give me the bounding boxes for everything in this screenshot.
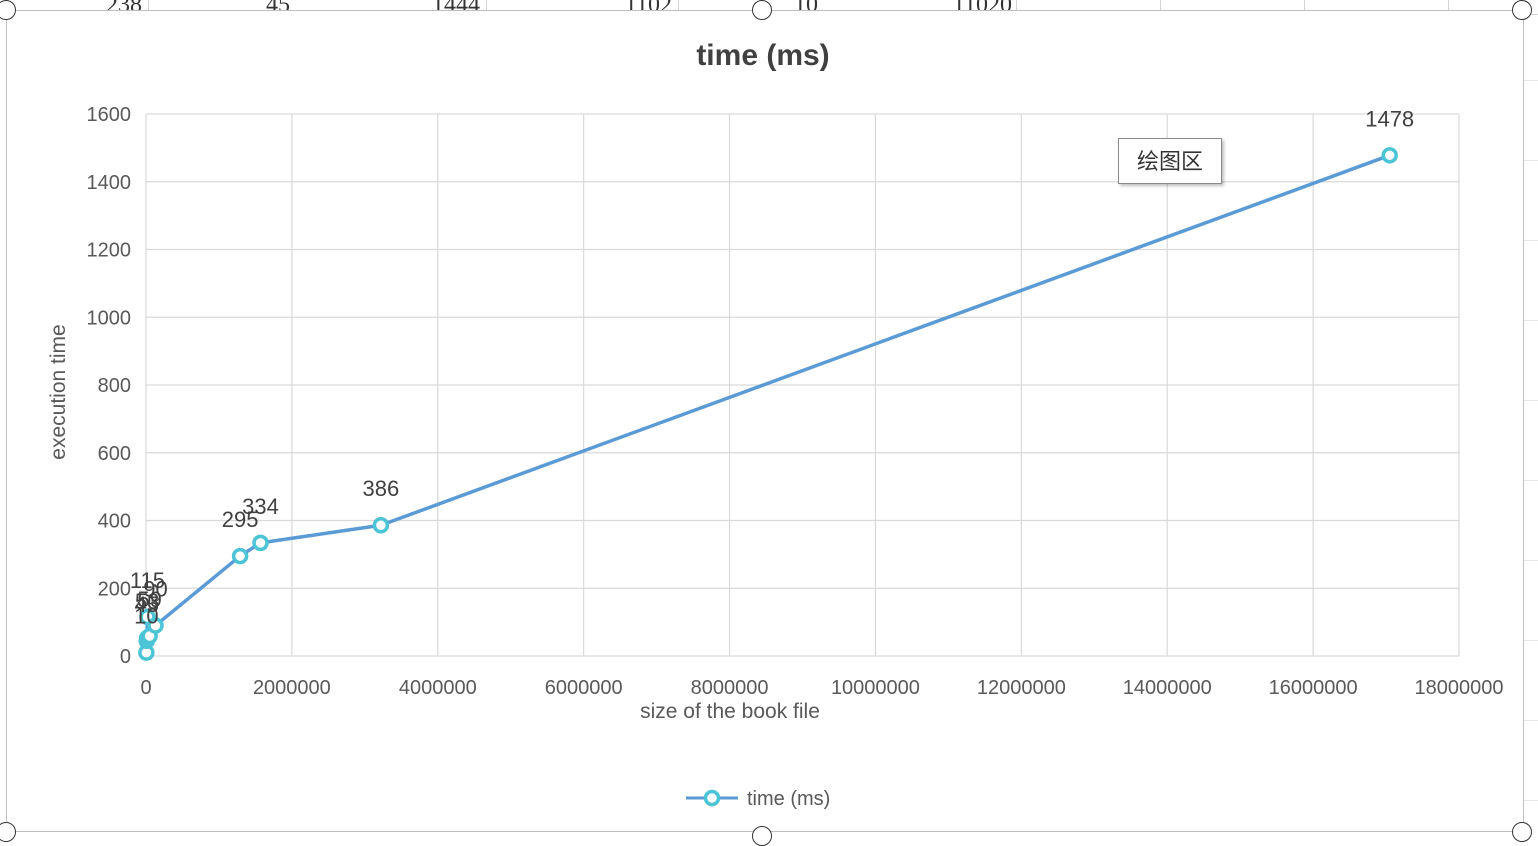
y-tick-label: 1600 bbox=[87, 104, 132, 126]
data-label[interactable]: 10 bbox=[134, 604, 158, 629]
resize-handle-bottom-right[interactable] bbox=[1512, 822, 1532, 842]
x-tick-label: 18000000 bbox=[1415, 677, 1504, 699]
chart-area[interactable] bbox=[6, 10, 1524, 832]
x-axis-title[interactable]: size of the book file bbox=[640, 700, 820, 723]
data-label[interactable]: 1478 bbox=[1365, 106, 1414, 131]
data-label[interactable]: 334 bbox=[242, 494, 279, 519]
data-point[interactable] bbox=[252, 534, 269, 552]
x-tick-label: 10000000 bbox=[831, 677, 920, 699]
data-label[interactable]: 45 bbox=[134, 592, 158, 617]
y-axis-ticks[interactable]: 0 200 400 600 800 1000 1200 1400 1600 bbox=[87, 104, 132, 668]
series-line[interactable] bbox=[144, 153, 1391, 653]
resize-handle-bottom-left[interactable] bbox=[0, 822, 16, 842]
data-point[interactable] bbox=[372, 516, 390, 534]
gridlines bbox=[145, 113, 1460, 657]
resize-handle-top-left[interactable] bbox=[0, 0, 16, 20]
y-tick-label: 1400 bbox=[87, 172, 132, 194]
data-label[interactable]: 53 bbox=[135, 589, 159, 614]
x-tick-label: 14000000 bbox=[1123, 677, 1212, 699]
legend[interactable]: time (ms) bbox=[686, 788, 830, 810]
x-tick-label: 2000000 bbox=[253, 677, 331, 699]
resize-handle-top-right[interactable] bbox=[1512, 0, 1532, 20]
x-tick-label: 16000000 bbox=[1269, 677, 1358, 699]
y-tick-label: 600 bbox=[98, 443, 131, 465]
data-label[interactable]: 386 bbox=[363, 476, 400, 501]
x-tick-label: 12000000 bbox=[977, 677, 1066, 699]
legend-marker bbox=[703, 789, 721, 807]
y-tick-label: 0 bbox=[120, 646, 131, 668]
data-label[interactable]: 295 bbox=[222, 507, 259, 532]
legend-label: time (ms) bbox=[747, 788, 830, 810]
data-point[interactable] bbox=[147, 617, 164, 634]
x-tick-label: 6000000 bbox=[545, 677, 623, 699]
y-tick-label: 1000 bbox=[87, 307, 132, 329]
chart-title[interactable]: time (ms) bbox=[696, 39, 829, 72]
x-tick-label: 4000000 bbox=[399, 677, 477, 699]
y-tick-label: 800 bbox=[98, 375, 131, 397]
y-axis-title[interactable]: execution time bbox=[47, 324, 70, 459]
data-label[interactable]: 59 bbox=[137, 587, 161, 612]
resize-handle-bottom[interactable] bbox=[752, 826, 772, 846]
series-time[interactable] bbox=[138, 147, 1398, 661]
data-label[interactable]: 90 bbox=[143, 577, 167, 602]
x-tick-label: 8000000 bbox=[691, 677, 769, 699]
x-axis-ticks[interactable]: 0 2000000 4000000 6000000 8000000 10000000 120… bbox=[140, 677, 1503, 699]
data-point[interactable] bbox=[1381, 147, 1398, 164]
y-tick-label: 1200 bbox=[87, 240, 132, 262]
y-tick-label: 400 bbox=[98, 511, 131, 533]
resize-handle-top[interactable] bbox=[752, 0, 772, 20]
plot-area-tooltip: 绘图区 bbox=[1118, 138, 1222, 184]
x-tick-label: 0 bbox=[140, 677, 151, 699]
data-point[interactable] bbox=[231, 547, 249, 565]
data-label[interactable]: 115 bbox=[130, 568, 165, 593]
y-tick-label: 200 bbox=[98, 578, 131, 600]
